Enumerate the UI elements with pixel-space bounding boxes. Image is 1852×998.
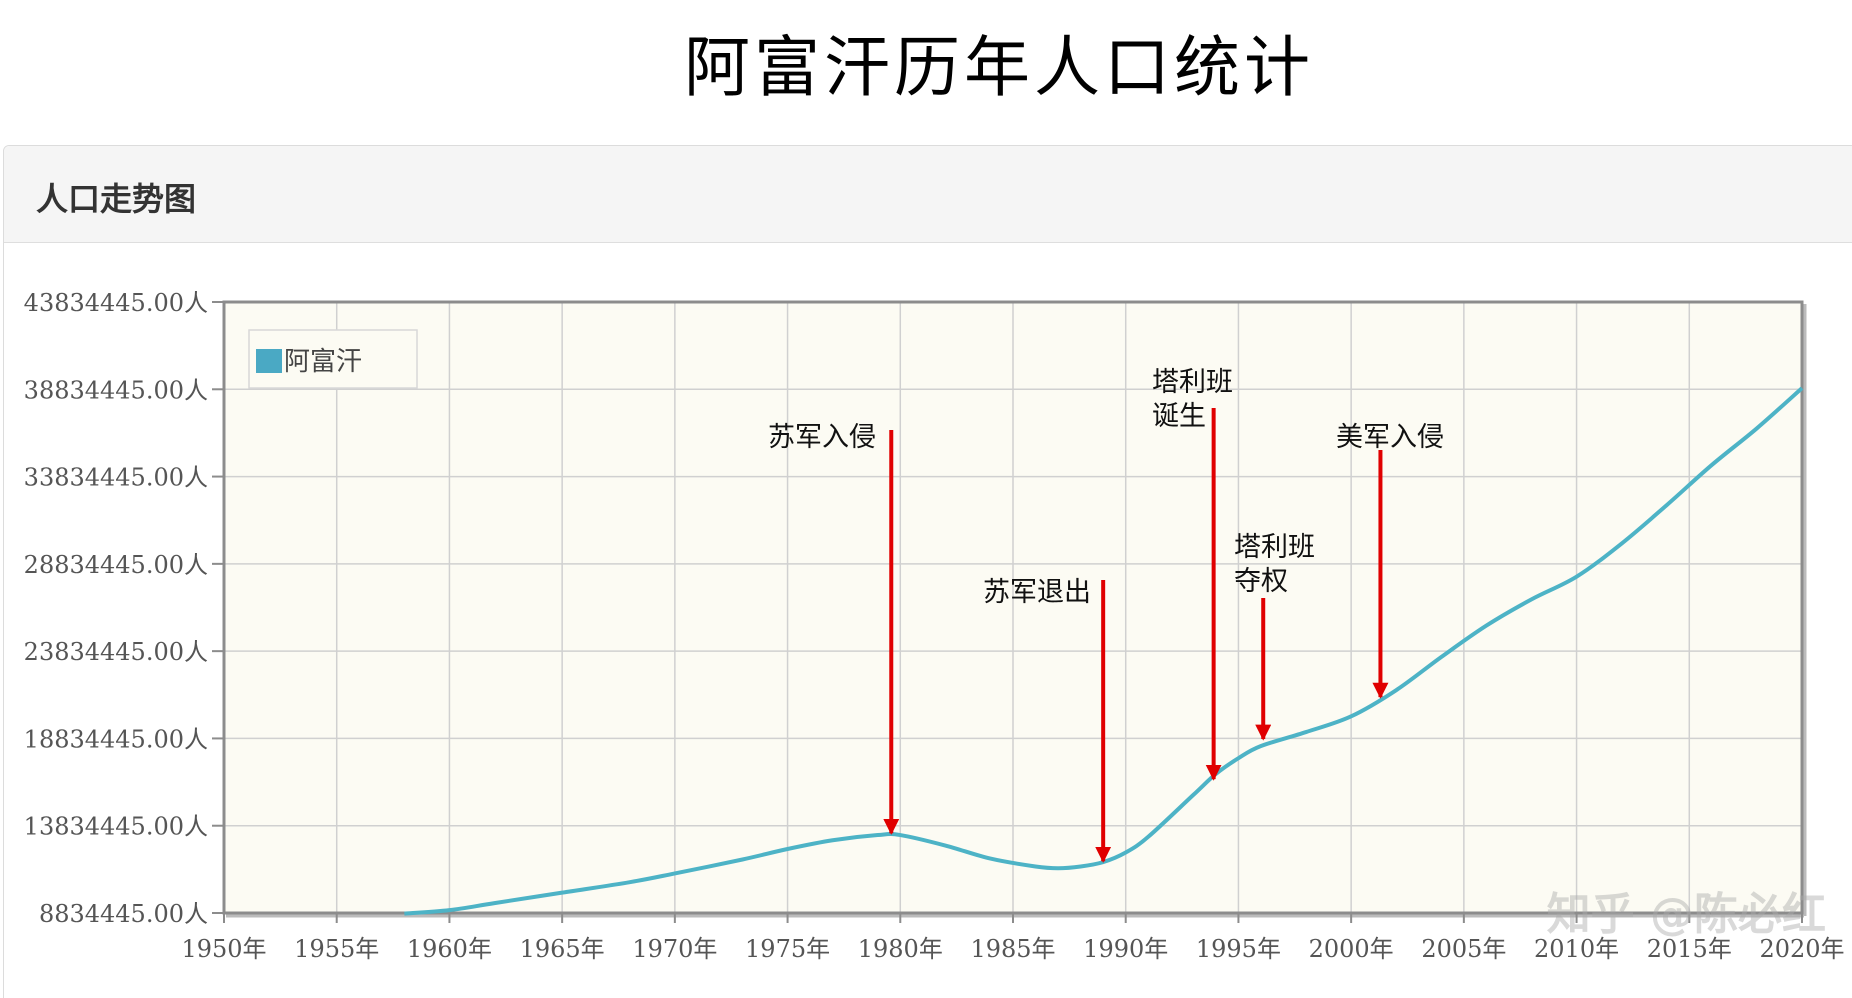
x-tick-label: 2020年 [1759,935,1844,963]
y-tick-label: 43834445.00人 [24,289,208,317]
annotation-label: 诞生 [1152,401,1206,432]
x-tick-label: 1985年 [970,935,1055,963]
x-tick-label: 2015年 [1647,935,1732,963]
x-tick-label: 2010年 [1534,935,1619,963]
y-tick-label: 38834445.00人 [24,376,208,404]
y-tick-label: 23834445.00人 [24,638,208,666]
x-tick-label: 1950年 [181,935,266,963]
annotation-label: 塔利班 [1152,367,1233,398]
annotation-label: 苏军入侵 [768,422,876,453]
page-title: 阿富汗历年人口统计 [684,29,1314,106]
y-tick-label: 33834445.00人 [24,464,208,492]
y-tick-label: 13834445.00人 [24,813,208,841]
panel-header: 人口走势图 [4,146,1852,243]
x-tick-label: 2000年 [1309,935,1394,963]
legend-swatch [256,349,282,373]
annotation-label: 美军入侵 [1336,422,1444,453]
y-tick-label: 28834445.00人 [24,551,208,579]
x-tick-label: 1960年 [407,935,492,963]
x-tick-label: 1990年 [1083,935,1168,963]
annotation-label: 夺权 [1234,566,1288,597]
y-tick-label: 18834445.00人 [24,725,208,753]
series-line [404,386,1804,916]
y-tick-label: 8834445.00人 [39,900,208,928]
annotation-label: 塔利班 [1234,532,1315,563]
x-tick-label: 1980年 [858,935,943,963]
watermark: 知乎 @陈必红 [1546,889,1826,940]
x-tick-label: 1970年 [632,935,717,963]
x-tick-label: 1975年 [745,935,830,963]
annotation-label: 苏军退出 [983,577,1091,608]
x-tick-label: 1965年 [520,935,605,963]
x-tick-label: 1955年 [294,935,379,963]
x-tick-label: 1995年 [1196,935,1281,963]
x-tick-label: 2005年 [1421,935,1506,963]
legend-label: 阿富汗 [284,347,362,377]
panel-title: 人口走势图 [36,180,197,218]
